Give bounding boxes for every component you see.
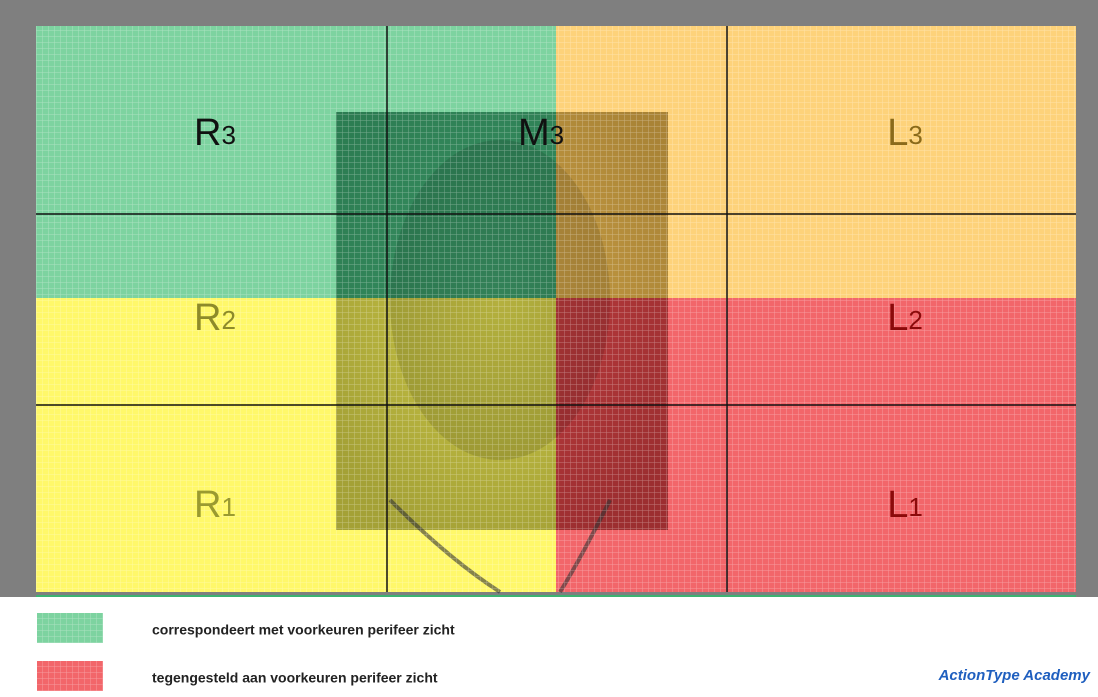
zone-letter: L xyxy=(887,297,908,339)
zone-index: 3 xyxy=(908,120,922,150)
zone-letter: L xyxy=(887,112,908,154)
zone-index: 1 xyxy=(221,492,235,522)
zone-index: 1 xyxy=(908,492,922,522)
legend-text: tegengesteld aan voorkeuren perifeer zic… xyxy=(152,670,438,686)
legend-swatch-texture xyxy=(37,661,103,691)
legend-swatch-texture xyxy=(37,613,103,643)
zone-index: 2 xyxy=(221,305,235,335)
legend-text: correspondeert met voorkeuren perifeer z… xyxy=(152,622,455,638)
zone-letter: M xyxy=(518,112,550,154)
zone-index: 3 xyxy=(221,120,235,150)
zone-index: 2 xyxy=(908,305,922,335)
zone-letter: R xyxy=(194,297,221,339)
brand: ActionType Academy xyxy=(938,667,1091,684)
zone-letter: L xyxy=(887,484,908,526)
zone-letter: R xyxy=(194,112,221,154)
zone-letter: R xyxy=(194,484,221,526)
zone-index: 3 xyxy=(550,120,564,150)
diagram: R3M3L3R2L2R1L1 correspondeert met voorke… xyxy=(0,0,1098,692)
